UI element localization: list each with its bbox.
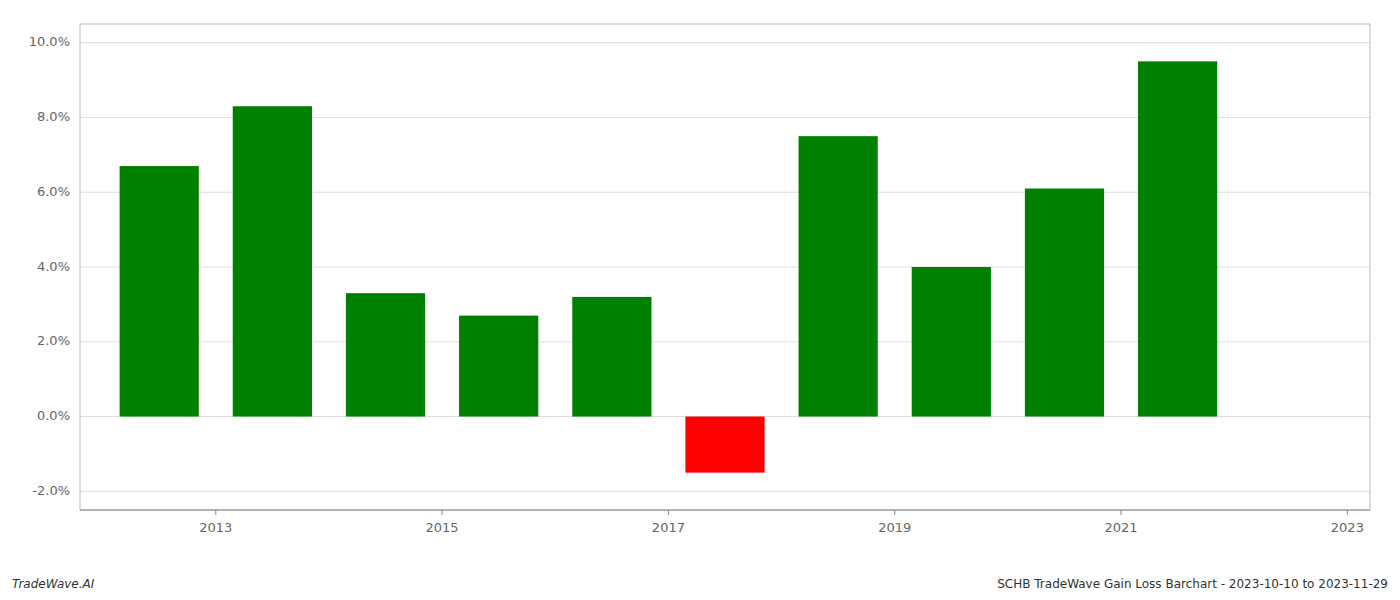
x-tick-label: 2015: [426, 520, 459, 535]
bar: [1138, 61, 1217, 416]
x-tick: [1347, 510, 1348, 515]
x-axis-line: [80, 510, 1370, 511]
bar: [799, 136, 878, 416]
x-tick: [894, 510, 895, 515]
x-tick-label: 2021: [1105, 520, 1138, 535]
x-tick-label: 2017: [652, 520, 685, 535]
grid-line: [80, 491, 1370, 492]
bar: [572, 297, 651, 417]
bar: [346, 293, 425, 416]
x-tick-label: 2019: [878, 520, 911, 535]
grid-line: [80, 42, 1370, 43]
chart: -2.0% 0.0% 2.0% 4.0% 6.0% 8.0% 10.0% 2013 2015 20…: [0, 0, 1400, 600]
x-tick-label: 2023: [1331, 520, 1364, 535]
x-tick: [668, 510, 669, 515]
x-tick: [442, 510, 443, 515]
bar: [1025, 188, 1104, 416]
y-tick-label: 8.0%: [37, 109, 70, 124]
y-tick-label: -2.0%: [32, 483, 70, 498]
bar: [685, 417, 764, 473]
y-tick-label: 0.0%: [37, 408, 70, 423]
bars: [120, 61, 1218, 472]
y-tick-label: 6.0%: [37, 184, 70, 199]
bar: [233, 106, 312, 416]
y-tick-label: 2.0%: [37, 333, 70, 348]
x-tick-label: 2013: [199, 520, 232, 535]
chart-container: -2.0% 0.0% 2.0% 4.0% 6.0% 8.0% 10.0% 2013 2015 20…: [0, 0, 1400, 600]
y-grid: [80, 43, 1370, 492]
bar: [459, 316, 538, 417]
footer-right: SCHB TradeWave Gain Loss Barchart - 2023…: [997, 577, 1388, 591]
bar: [120, 166, 199, 416]
x-tick: [215, 510, 216, 515]
plot-frame: [80, 24, 1370, 510]
footer-left: TradeWave.AI: [12, 577, 95, 591]
bar: [912, 267, 991, 417]
x-tick: [1121, 510, 1122, 515]
y-tick-label: 10.0%: [29, 34, 70, 49]
y-tick-label: 4.0%: [37, 259, 70, 274]
